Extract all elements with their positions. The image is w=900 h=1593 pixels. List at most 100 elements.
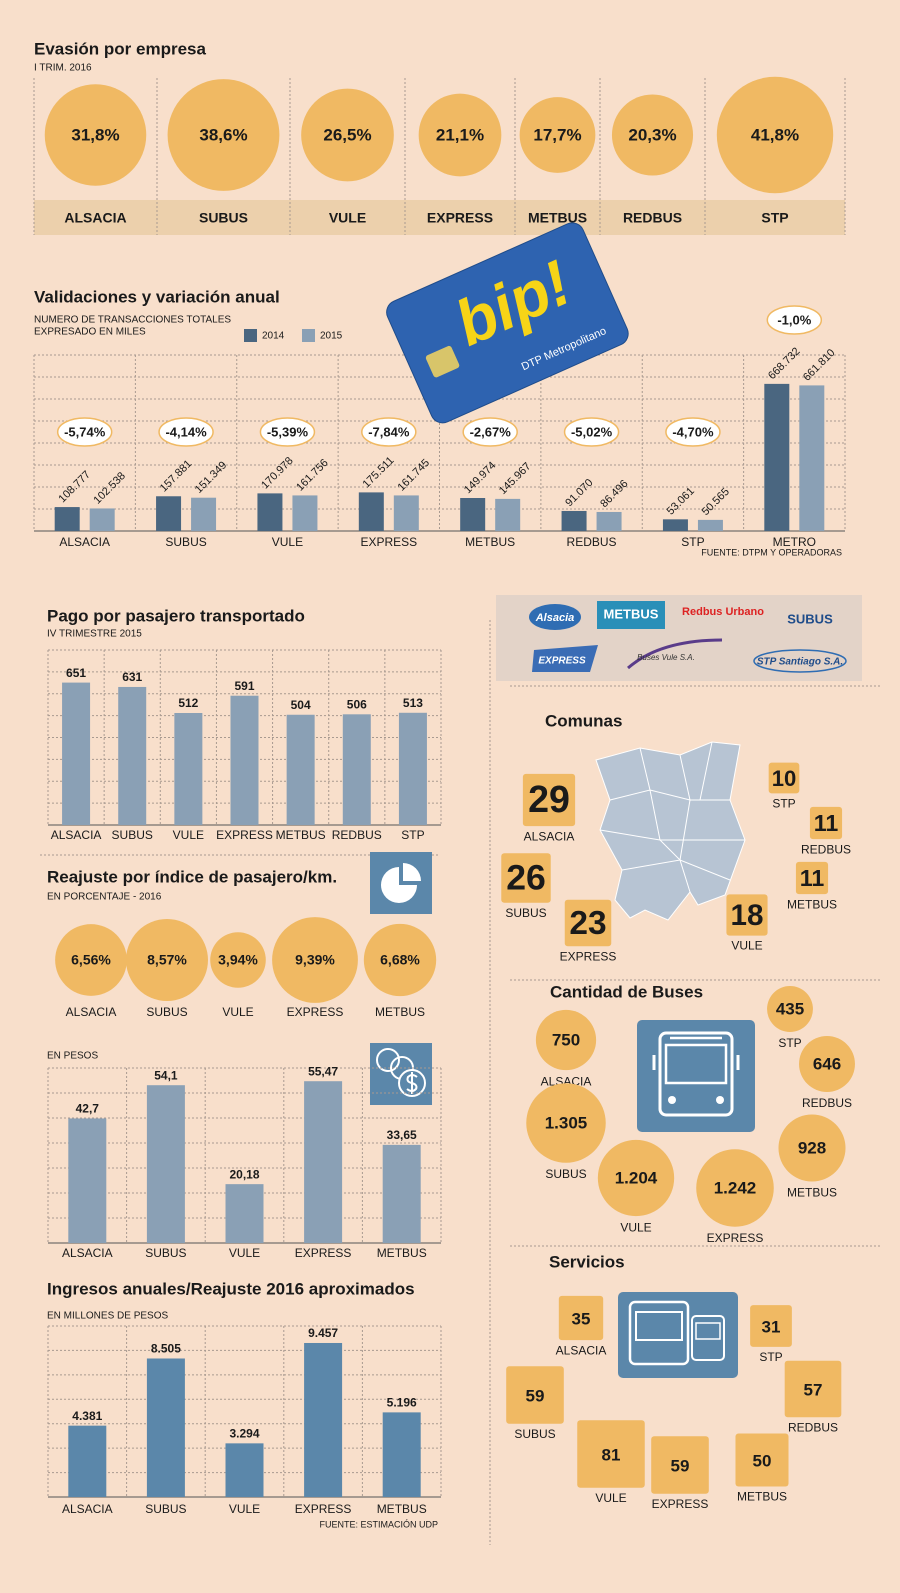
category-label: EXPRESS	[560, 949, 617, 963]
tile	[506, 1366, 564, 1424]
bar	[398, 712, 427, 825]
value-label: 651	[66, 666, 86, 680]
variation-badge	[361, 417, 417, 447]
category-label: STP	[778, 1036, 801, 1050]
x-tick-label: EXPRESS	[216, 828, 273, 842]
logo-shape	[529, 604, 581, 630]
bar	[304, 1081, 343, 1243]
icon	[695, 1322, 721, 1340]
icon	[658, 1031, 734, 1117]
bar	[662, 519, 688, 531]
value-label: 54,1	[154, 1068, 178, 1082]
value-label: 928	[798, 1138, 826, 1157]
variation-label: -1,0%	[777, 312, 811, 327]
tile	[501, 853, 551, 903]
bubble	[126, 919, 208, 1001]
bar	[68, 1425, 107, 1497]
bar	[118, 686, 147, 825]
category-label: ALSACIA	[524, 829, 575, 843]
value-label: 8,57%	[147, 952, 187, 968]
logo-shape	[597, 601, 665, 629]
category-label: STP	[759, 1350, 782, 1364]
tile	[795, 861, 829, 895]
x-tick-label: REDBUS	[567, 535, 617, 549]
icon	[403, 863, 421, 881]
bar	[342, 714, 371, 825]
logo: EXPRESS	[538, 656, 586, 667]
bar	[225, 1184, 264, 1243]
bar	[257, 493, 283, 531]
value-label: 9.457	[308, 1326, 338, 1340]
bar	[596, 511, 622, 531]
bubble	[44, 84, 147, 186]
x-tick-label: REDBUS	[332, 828, 382, 842]
value-label: 9,39%	[295, 952, 335, 968]
variation-badge	[665, 417, 721, 447]
category-label: EXPRESS	[287, 1005, 344, 1019]
bar	[68, 1118, 107, 1243]
variation-label: -5,74%	[64, 424, 106, 439]
chart-subtitle: EN PORCENTAJE - 2016	[47, 892, 162, 903]
variation-label: -5,02%	[571, 424, 613, 439]
value-label: 435	[776, 999, 804, 1018]
tile	[577, 1420, 645, 1488]
variation-badge	[56, 417, 113, 447]
variation-badge	[158, 417, 214, 447]
icon	[628, 1300, 690, 1366]
value-label: 8.505	[151, 1342, 181, 1356]
icon	[668, 1096, 676, 1104]
category-label: SUBUS	[505, 906, 546, 920]
category-label: VULE	[222, 1005, 253, 1019]
buses-icon	[618, 1292, 738, 1378]
category-label: SUBUS	[545, 1167, 586, 1181]
bubble	[418, 93, 502, 177]
icon	[691, 1315, 725, 1361]
value-label: 11	[814, 810, 839, 836]
bubble	[519, 97, 596, 173]
variation-badge	[462, 417, 518, 447]
value-label: 5.196	[387, 1396, 417, 1410]
card-body	[386, 222, 629, 424]
bar	[382, 1144, 421, 1243]
bar	[304, 1342, 343, 1497]
category-label: VULE	[329, 210, 366, 226]
value-label: 20,3%	[628, 125, 676, 144]
bubble	[597, 1139, 675, 1217]
bar	[382, 1412, 421, 1497]
value-label: 31,8%	[71, 125, 119, 144]
x-tick-label: ALSACIA	[59, 535, 110, 549]
category-label: VULE	[595, 1491, 626, 1505]
logo: SUBUS	[787, 611, 833, 626]
value-label: 59	[671, 1456, 690, 1475]
value-label: 81	[602, 1445, 621, 1464]
icon	[406, 1072, 418, 1094]
map	[595, 741, 746, 921]
logo: Redbus Urbano	[682, 606, 764, 618]
bubble	[363, 923, 437, 997]
value-label: 42,7	[76, 1102, 100, 1116]
chart-title: Reajuste por índice de pasajero/km.	[47, 867, 337, 886]
bubble	[272, 917, 358, 1003]
category-label: SUBUS	[514, 1427, 555, 1441]
value-label: 10	[772, 766, 797, 791]
value-label: 646	[813, 1054, 841, 1073]
x-tick-label: METBUS	[377, 1502, 427, 1516]
value-label: 29	[528, 778, 570, 820]
value-label: 3.294	[229, 1427, 259, 1441]
bubble	[301, 88, 394, 182]
value-label: 23	[569, 905, 606, 942]
bubble	[696, 1149, 774, 1227]
bar	[191, 497, 217, 531]
category-label: EXPRESS	[707, 1231, 764, 1245]
bar	[62, 682, 91, 825]
bar	[292, 495, 318, 531]
category-label: ALSACIA	[541, 1074, 592, 1088]
variation-badge	[259, 417, 316, 447]
bar	[286, 714, 315, 825]
category-label: METBUS	[375, 1005, 425, 1019]
variation-badge	[766, 305, 823, 335]
bubble	[767, 986, 813, 1032]
chart-title: Comunas	[545, 711, 622, 730]
bar	[393, 495, 419, 531]
